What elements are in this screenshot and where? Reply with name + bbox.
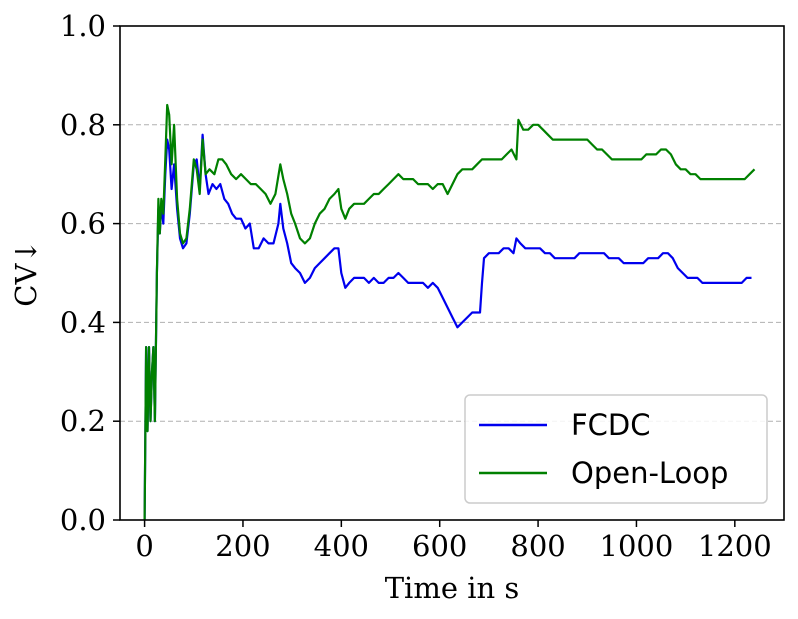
x-tick-label: 200 <box>215 529 270 563</box>
x-tick-label: 0 <box>135 529 153 563</box>
y-tick-label: 0.2 <box>60 404 106 438</box>
y-tick-label: 0.8 <box>60 108 106 142</box>
x-tick-label: 1000 <box>600 529 674 563</box>
axis-ticks: 0 200 400 600 800 1000 1200 0.0 0.2 0.4 0.6 0.8 1.0 <box>60 9 772 563</box>
x-axis-title: Time in s <box>385 571 520 605</box>
y-tick-label: 0.6 <box>60 207 106 241</box>
legend-label-open-loop: Open-Loop <box>571 456 728 490</box>
series-line-fcdc <box>143 133 752 521</box>
y-tick-label: 1.0 <box>60 9 106 43</box>
x-tick-label: 400 <box>314 529 369 563</box>
legend-label-fcdc: FCDC <box>571 408 651 442</box>
x-tick-label: 600 <box>412 529 467 563</box>
x-tick-label: 1200 <box>698 529 772 563</box>
y-axis-title: CV↓ <box>9 239 43 306</box>
legend-box <box>464 394 768 504</box>
series-line-open-loop <box>143 103 756 521</box>
legend: FCDC Open-Loop <box>464 394 768 504</box>
plot-series <box>143 103 756 521</box>
plot-frame <box>119 25 785 521</box>
y-tick-label: 0.4 <box>60 305 106 339</box>
x-tick-label: 800 <box>510 529 565 563</box>
y-tick-label: 0.0 <box>60 503 106 537</box>
